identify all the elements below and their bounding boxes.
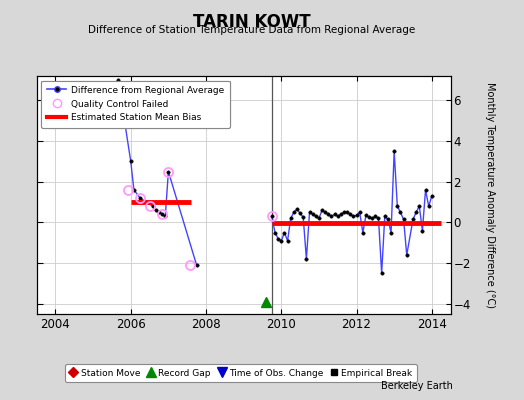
Legend: Difference from Regional Average, Quality Control Failed, Estimated Station Mean: Difference from Regional Average, Qualit… — [41, 80, 230, 128]
Y-axis label: Monthly Temperature Anomaly Difference (°C): Monthly Temperature Anomaly Difference (… — [485, 82, 495, 308]
Text: TARIN KOWT: TARIN KOWT — [193, 13, 310, 31]
Text: Berkeley Earth: Berkeley Earth — [381, 381, 453, 391]
Legend: Station Move, Record Gap, Time of Obs. Change, Empirical Break: Station Move, Record Gap, Time of Obs. C… — [66, 364, 417, 382]
Text: Difference of Station Temperature Data from Regional Average: Difference of Station Temperature Data f… — [88, 25, 415, 35]
